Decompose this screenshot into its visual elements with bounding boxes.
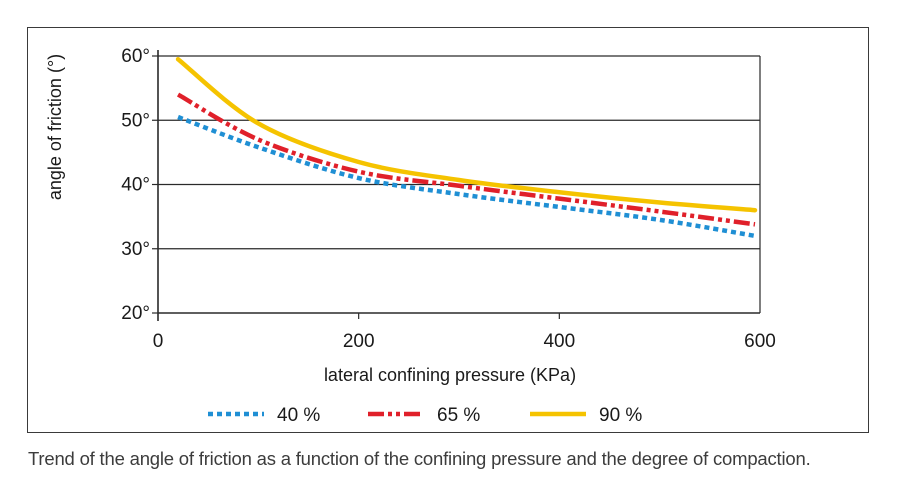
legend-label: 65 % (437, 405, 480, 426)
legend-label: 90 % (599, 405, 642, 426)
y-tick-label: 60° (121, 46, 150, 67)
series-line-40pct (177, 114, 756, 239)
y-tick-label: 30° (121, 239, 150, 260)
figure-frame (27, 27, 869, 433)
tick-layer: 20° 30° 40° 50° 60° 0 200 400 600 (121, 46, 776, 352)
x-tick-label: 400 (543, 331, 575, 352)
x-tick-label: 200 (343, 331, 375, 352)
legend: 40 % 65 % 90 % (208, 405, 642, 426)
y-tick-label: 20° (121, 303, 150, 324)
axis-layer (152, 50, 761, 321)
grid-layer (158, 55, 760, 250)
x-tick-label: 600 (744, 331, 776, 352)
y-tick-label: 40° (121, 175, 150, 196)
figure-caption: Trend of the angle of friction as a func… (28, 448, 811, 469)
series-line-90pct (175, 56, 758, 213)
legend-label: 40 % (277, 405, 320, 426)
series-layer (175, 56, 758, 239)
series-line-65pct (176, 92, 756, 227)
y-tick-label: 50° (121, 110, 150, 131)
y-axis-label: angle of friction (°) (45, 54, 65, 200)
x-axis-label: lateral confining pressure (KPa) (324, 365, 576, 385)
x-tick-label: 0 (153, 331, 164, 352)
